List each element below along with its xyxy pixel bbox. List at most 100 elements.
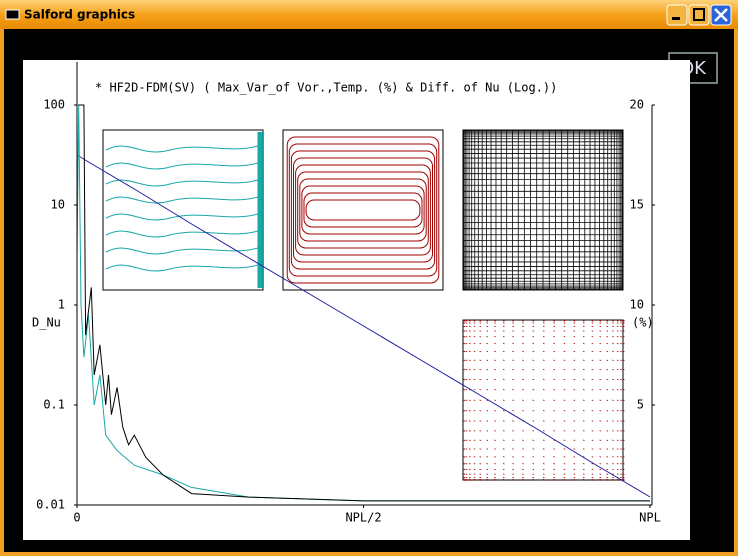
plot: [76, 104, 651, 502]
vector: [591, 476, 594, 479]
vector: [591, 378, 594, 381]
vector: [563, 330, 566, 332]
vector: [599, 320, 602, 322]
vector: [522, 378, 524, 381]
vector: [620, 325, 622, 327]
vector: [553, 336, 556, 338]
window-title: Salford graphics: [24, 8, 135, 22]
vector: [553, 359, 556, 361]
vector: [468, 369, 471, 371]
vector: [502, 456, 505, 458]
vector: [616, 463, 619, 465]
vector: [479, 320, 482, 322]
y2-tick-label: 10: [630, 298, 644, 312]
vector: [502, 410, 505, 412]
isotherm: [105, 247, 259, 255]
vector: [620, 420, 622, 422]
vector: [473, 389, 476, 391]
vector: [463, 320, 466, 322]
vector: [542, 322, 545, 324]
vector: [542, 325, 545, 327]
vector: [473, 350, 476, 353]
vector: [616, 378, 619, 381]
vector: [553, 389, 556, 391]
streamline: [301, 185, 425, 235]
vector: [532, 430, 535, 432]
vector: [553, 476, 556, 479]
vector: [494, 330, 496, 332]
vector: [494, 319, 496, 321]
vector: [486, 319, 489, 321]
vector: [463, 399, 466, 401]
vector: [486, 325, 489, 327]
vector: [620, 343, 622, 345]
vector: [473, 456, 476, 458]
vector: [622, 430, 625, 432]
vector: [522, 473, 524, 475]
vector: [553, 350, 556, 353]
vector: [622, 476, 625, 479]
vector: [494, 456, 496, 458]
vector: [599, 330, 602, 332]
vector: [591, 468, 594, 471]
isotherm: [105, 162, 259, 170]
vector: [573, 473, 576, 475]
vector: [573, 476, 576, 479]
vector: [494, 322, 496, 324]
vector: [573, 399, 576, 401]
vector: [563, 378, 566, 381]
vector: [486, 463, 489, 465]
vector: [582, 378, 585, 381]
vector: [591, 325, 594, 327]
minimize-button[interactable]: [666, 4, 688, 26]
maximize-button[interactable]: [688, 4, 710, 26]
close-button[interactable]: [710, 4, 732, 26]
vector: [542, 410, 545, 412]
vector: [522, 330, 524, 332]
vector: [620, 399, 622, 401]
vector: [620, 330, 622, 332]
vector: [616, 420, 619, 422]
vector: [502, 430, 505, 432]
vector: [479, 468, 482, 471]
vector: [473, 478, 476, 481]
vector: [553, 439, 556, 441]
vector: [573, 456, 576, 458]
vector: [465, 325, 468, 327]
vector: [573, 359, 576, 361]
vector: [479, 330, 482, 332]
vector: [573, 478, 576, 481]
vector: [463, 322, 466, 324]
vector: [479, 343, 482, 345]
vector: [473, 463, 476, 465]
vector: [479, 322, 482, 324]
vector: [612, 378, 614, 381]
vector: [463, 325, 466, 327]
vector: [606, 325, 609, 327]
vector: [532, 479, 535, 481]
vector: [606, 330, 609, 332]
vector: [599, 473, 602, 475]
vector: [573, 439, 576, 441]
vector: [573, 410, 576, 412]
vector: [494, 448, 496, 450]
vector: [486, 389, 489, 391]
vector: [563, 320, 566, 322]
vector: [591, 448, 594, 450]
vector: [620, 476, 622, 479]
vector: [563, 399, 566, 401]
vector: [553, 473, 556, 475]
vector: [479, 448, 482, 450]
vector: [502, 359, 505, 361]
vector: [622, 473, 625, 475]
vector: [622, 456, 625, 458]
vector: [486, 476, 489, 479]
vector: [512, 322, 515, 324]
vector: [582, 420, 585, 422]
vector: [465, 336, 468, 338]
vector: [582, 389, 585, 391]
vector: [522, 320, 524, 322]
series-line: [78, 104, 650, 502]
